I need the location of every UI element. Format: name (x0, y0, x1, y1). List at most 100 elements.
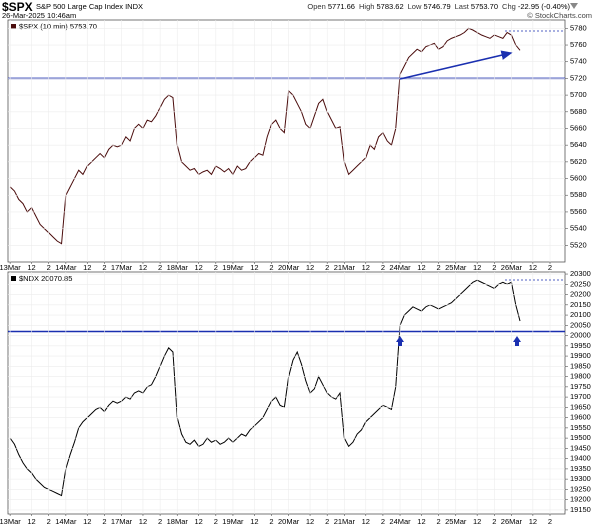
x-tick-label: 2 (437, 517, 441, 526)
quote-label: High (358, 2, 375, 11)
x-tick-label: 12 (139, 517, 147, 526)
quote-label: Chg (502, 2, 516, 11)
x-tick-label: 17Mar (111, 517, 133, 526)
quote-value: 5771.66 (327, 2, 355, 11)
y-tick-label: 19350 (570, 464, 591, 473)
x-tick-label: 12 (473, 517, 481, 526)
y-tick-label: 5600 (570, 174, 587, 183)
x-tick-label: 12 (250, 263, 258, 272)
x-tick-label: 2 (102, 263, 106, 272)
y-tick-label: 20050 (570, 320, 591, 329)
x-tick-label: 2 (158, 517, 162, 526)
x-tick-label: 2 (492, 263, 496, 272)
x-tick-label: 18Mar (167, 263, 189, 272)
x-tick-label: 19Mar (222, 263, 244, 272)
x-tick-label: 14Mar (55, 517, 77, 526)
x-tick-label: 2 (325, 263, 329, 272)
y-tick-label: 20150 (570, 300, 591, 309)
x-tick-label: 26Mar (501, 263, 523, 272)
y-tick-label: 19500 (570, 433, 591, 442)
x-tick-label: 12 (83, 263, 91, 272)
x-tick-label: 13Mar (0, 263, 21, 272)
legend-icon (11, 276, 16, 281)
quote-label: Open (307, 2, 326, 11)
y-tick-label: 20100 (570, 310, 591, 319)
y-tick-label: 5780 (570, 23, 587, 32)
x-tick-label: 20Mar (278, 517, 300, 526)
x-tick-label: 2 (102, 517, 106, 526)
header: $SPX S&P 500 Large Cap Index INDX 26-Mar… (0, 0, 600, 20)
x-tick-label: 2 (548, 517, 552, 526)
y-tick-label: 19700 (570, 392, 591, 401)
x-tick-label: 2 (381, 517, 385, 526)
legend: $NDX 20070.85 (19, 274, 72, 283)
y-tick-label: 19900 (570, 351, 591, 360)
up-arrow (396, 336, 404, 346)
y-tick-label: 19750 (570, 382, 591, 391)
y-tick-label: 19300 (570, 474, 591, 483)
up-arrow (513, 336, 521, 346)
datetime: 26-Mar-2025 10:46am (2, 11, 77, 20)
y-tick-label: 19200 (570, 495, 591, 504)
y-tick-label: 19150 (570, 505, 591, 514)
x-tick-label: 12 (27, 263, 35, 272)
y-tick-label: 19950 (570, 341, 591, 350)
y-tick-label: 20300 (570, 269, 591, 278)
x-tick-label: 12 (139, 263, 147, 272)
y-tick-label: 20250 (570, 279, 591, 288)
plot-frame (7, 19, 566, 263)
price-line (9, 279, 521, 497)
x-tick-label: 25Mar (445, 263, 467, 272)
x-tick-label: 12 (306, 517, 314, 526)
quote-item: High 5783.62 (359, 2, 404, 11)
y-tick-label: 5660 (570, 123, 587, 132)
x-tick-label: 12 (362, 517, 370, 526)
x-tick-label: 18Mar (167, 517, 189, 526)
quote-label: Low (407, 2, 422, 11)
y-tick-label: 19550 (570, 423, 591, 432)
y-tick-label: 5560 (570, 207, 587, 216)
x-tick-label: 17Mar (111, 263, 133, 272)
x-tick-label: 24Mar (389, 263, 411, 272)
x-tick-label: 2 (47, 517, 51, 526)
symbol: $SPX (2, 0, 33, 14)
y-tick-label: 20000 (570, 331, 591, 340)
legend: $SPX (10 min) 5753.70 (19, 22, 97, 31)
symbol-name: S&P 500 Large Cap Index INDX (36, 2, 144, 11)
y-tick-label: 5520 (570, 240, 587, 249)
x-tick-label: 12 (194, 263, 202, 272)
x-tick-label: 25Mar (445, 517, 467, 526)
x-tick-label: 2 (381, 263, 385, 272)
x-tick-label: 12 (250, 517, 258, 526)
x-tick-label: 12 (529, 517, 537, 526)
y-tick-label: 5580 (570, 190, 587, 199)
x-tick-label: 24Mar (389, 517, 411, 526)
plot-frame (7, 271, 566, 515)
quote-value: -22.95 (-0.40%) (517, 2, 570, 11)
x-tick-label: 12 (83, 517, 91, 526)
quote-item: Chg -22.95 (-0.40%) (502, 2, 570, 11)
x-tick-label: 26Mar (501, 517, 523, 526)
x-tick-label: 12 (473, 263, 481, 272)
y-tick-label: 19250 (570, 484, 591, 493)
quote-item: Low 5746.79 (408, 2, 451, 11)
x-tick-label: 12 (362, 263, 370, 272)
y-tick-label: 5680 (570, 107, 587, 116)
y-tick-label: 19600 (570, 413, 591, 422)
quote-value: 5783.62 (376, 2, 404, 11)
y-tick-label: 19650 (570, 402, 591, 411)
quote-item: Last 5753.70 (455, 2, 498, 11)
y-tick-label: 19450 (570, 443, 591, 452)
x-tick-label: 12 (27, 517, 35, 526)
y-tick-label: 19800 (570, 372, 591, 381)
x-tick-label: 20Mar (278, 263, 300, 272)
x-tick-label: 2 (158, 263, 162, 272)
credit: © StockCharts.com (527, 11, 592, 20)
y-tick-label: 5740 (570, 57, 587, 66)
y-tick-label: 5700 (570, 90, 587, 99)
x-tick-label: 2 (214, 517, 218, 526)
x-tick-label: 12 (529, 263, 537, 272)
x-tick-label: 14Mar (55, 263, 77, 272)
